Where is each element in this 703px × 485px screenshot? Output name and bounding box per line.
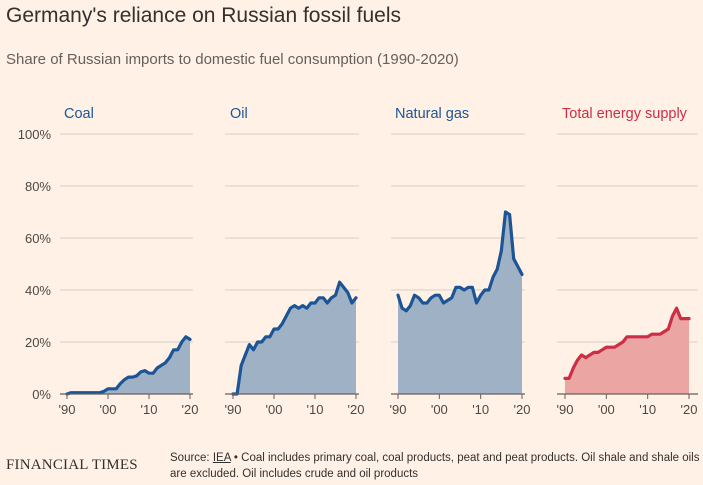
x-tick-label: '00 [266, 402, 283, 417]
series-line [231, 280, 358, 396]
chart-subtitle: Share of Russian imports to domestic fue… [6, 51, 459, 68]
x-tick-label: '90 [225, 402, 242, 417]
x-tick-label: '10 [472, 402, 489, 417]
series-line [563, 306, 691, 380]
y-tick-label: 0% [32, 387, 51, 402]
panel-title: Total energy supply [562, 106, 688, 122]
x-tick-label: '00 [598, 402, 615, 417]
source-prefix: Source: [170, 452, 213, 464]
y-tick-label: 40% [25, 283, 51, 298]
y-tick-label: 20% [25, 335, 51, 350]
x-tick-label: '90 [59, 402, 76, 417]
series-area [67, 336, 190, 394]
x-tick-label: '90 [390, 402, 407, 417]
panel-title: Oil [230, 106, 248, 122]
source-note: Source: IEA • Coal includes primary coal… [170, 451, 700, 482]
x-tick-label: '90 [557, 402, 574, 417]
x-tick-label: '20 [514, 402, 531, 417]
series-area [233, 282, 356, 394]
x-tick-label: '20 [348, 402, 365, 417]
x-tick-label: '10 [639, 402, 656, 417]
x-tick-label: '20 [182, 402, 199, 417]
x-tick-label: '20 [681, 402, 698, 417]
y-tick-label: 100% [18, 127, 52, 142]
source-link[interactable]: IEA [212, 452, 231, 464]
y-tick-label: 60% [25, 231, 51, 246]
series-line [65, 335, 192, 396]
series-area [398, 212, 522, 394]
x-tick-label: '10 [141, 402, 158, 417]
x-tick-label: '00 [100, 402, 117, 417]
chart-title: Germany's reliance on Russian fossil fue… [6, 4, 402, 27]
panel-title: Coal [64, 106, 94, 122]
x-tick-label: '10 [307, 402, 324, 417]
panel-title: Natural gas [395, 106, 469, 122]
series-area [565, 308, 689, 394]
series-line [396, 210, 524, 313]
x-tick-label: '00 [431, 402, 448, 417]
source-description: • Coal includes primary coal, coal produ… [170, 452, 700, 480]
y-tick-label: 80% [25, 179, 51, 194]
publisher-logo: FINANCIAL TIMES [6, 457, 138, 473]
